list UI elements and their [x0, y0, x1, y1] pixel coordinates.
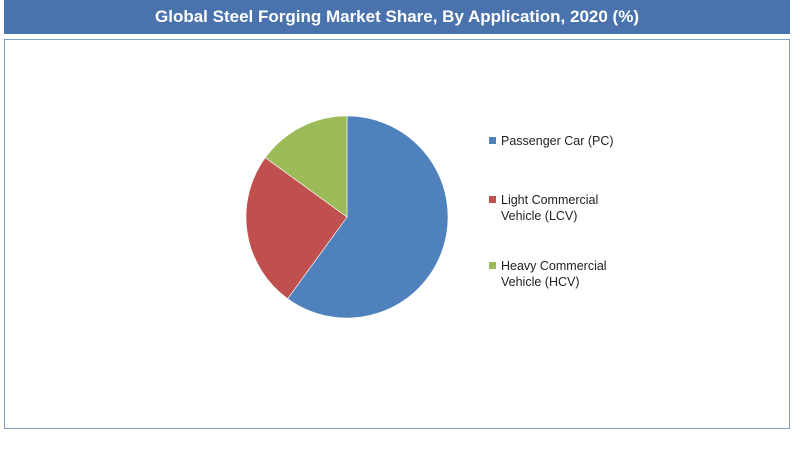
pie-slice-hcv: [264, 115, 348, 218]
pie-slice-lcv: [245, 157, 348, 300]
legend: Passenger Car (PC) Light Commercial Vehi…: [489, 133, 659, 290]
chart-title: Global Steel Forging Market Share, By Ap…: [4, 0, 790, 34]
legend-swatch-hcv: [489, 262, 496, 269]
legend-label-lcv: Light Commercial Vehicle (LCV): [501, 193, 599, 223]
legend-swatch-lcv: [489, 196, 496, 203]
legend-item-lcv: Light Commercial Vehicle (LCV): [489, 192, 659, 224]
chart-area: Passenger Car (PC) Light Commercial Vehi…: [4, 39, 790, 429]
legend-label-hcv: Heavy Commercial Vehicle (HCV): [501, 259, 607, 289]
legend-swatch-pc: [489, 137, 496, 144]
pie-chart: [245, 115, 449, 319]
legend-label-pc: Passenger Car (PC): [501, 134, 614, 148]
legend-item-pc: Passenger Car (PC): [489, 133, 659, 149]
legend-item-hcv: Heavy Commercial Vehicle (HCV): [489, 258, 659, 290]
pie-slice-pc: [287, 115, 449, 319]
